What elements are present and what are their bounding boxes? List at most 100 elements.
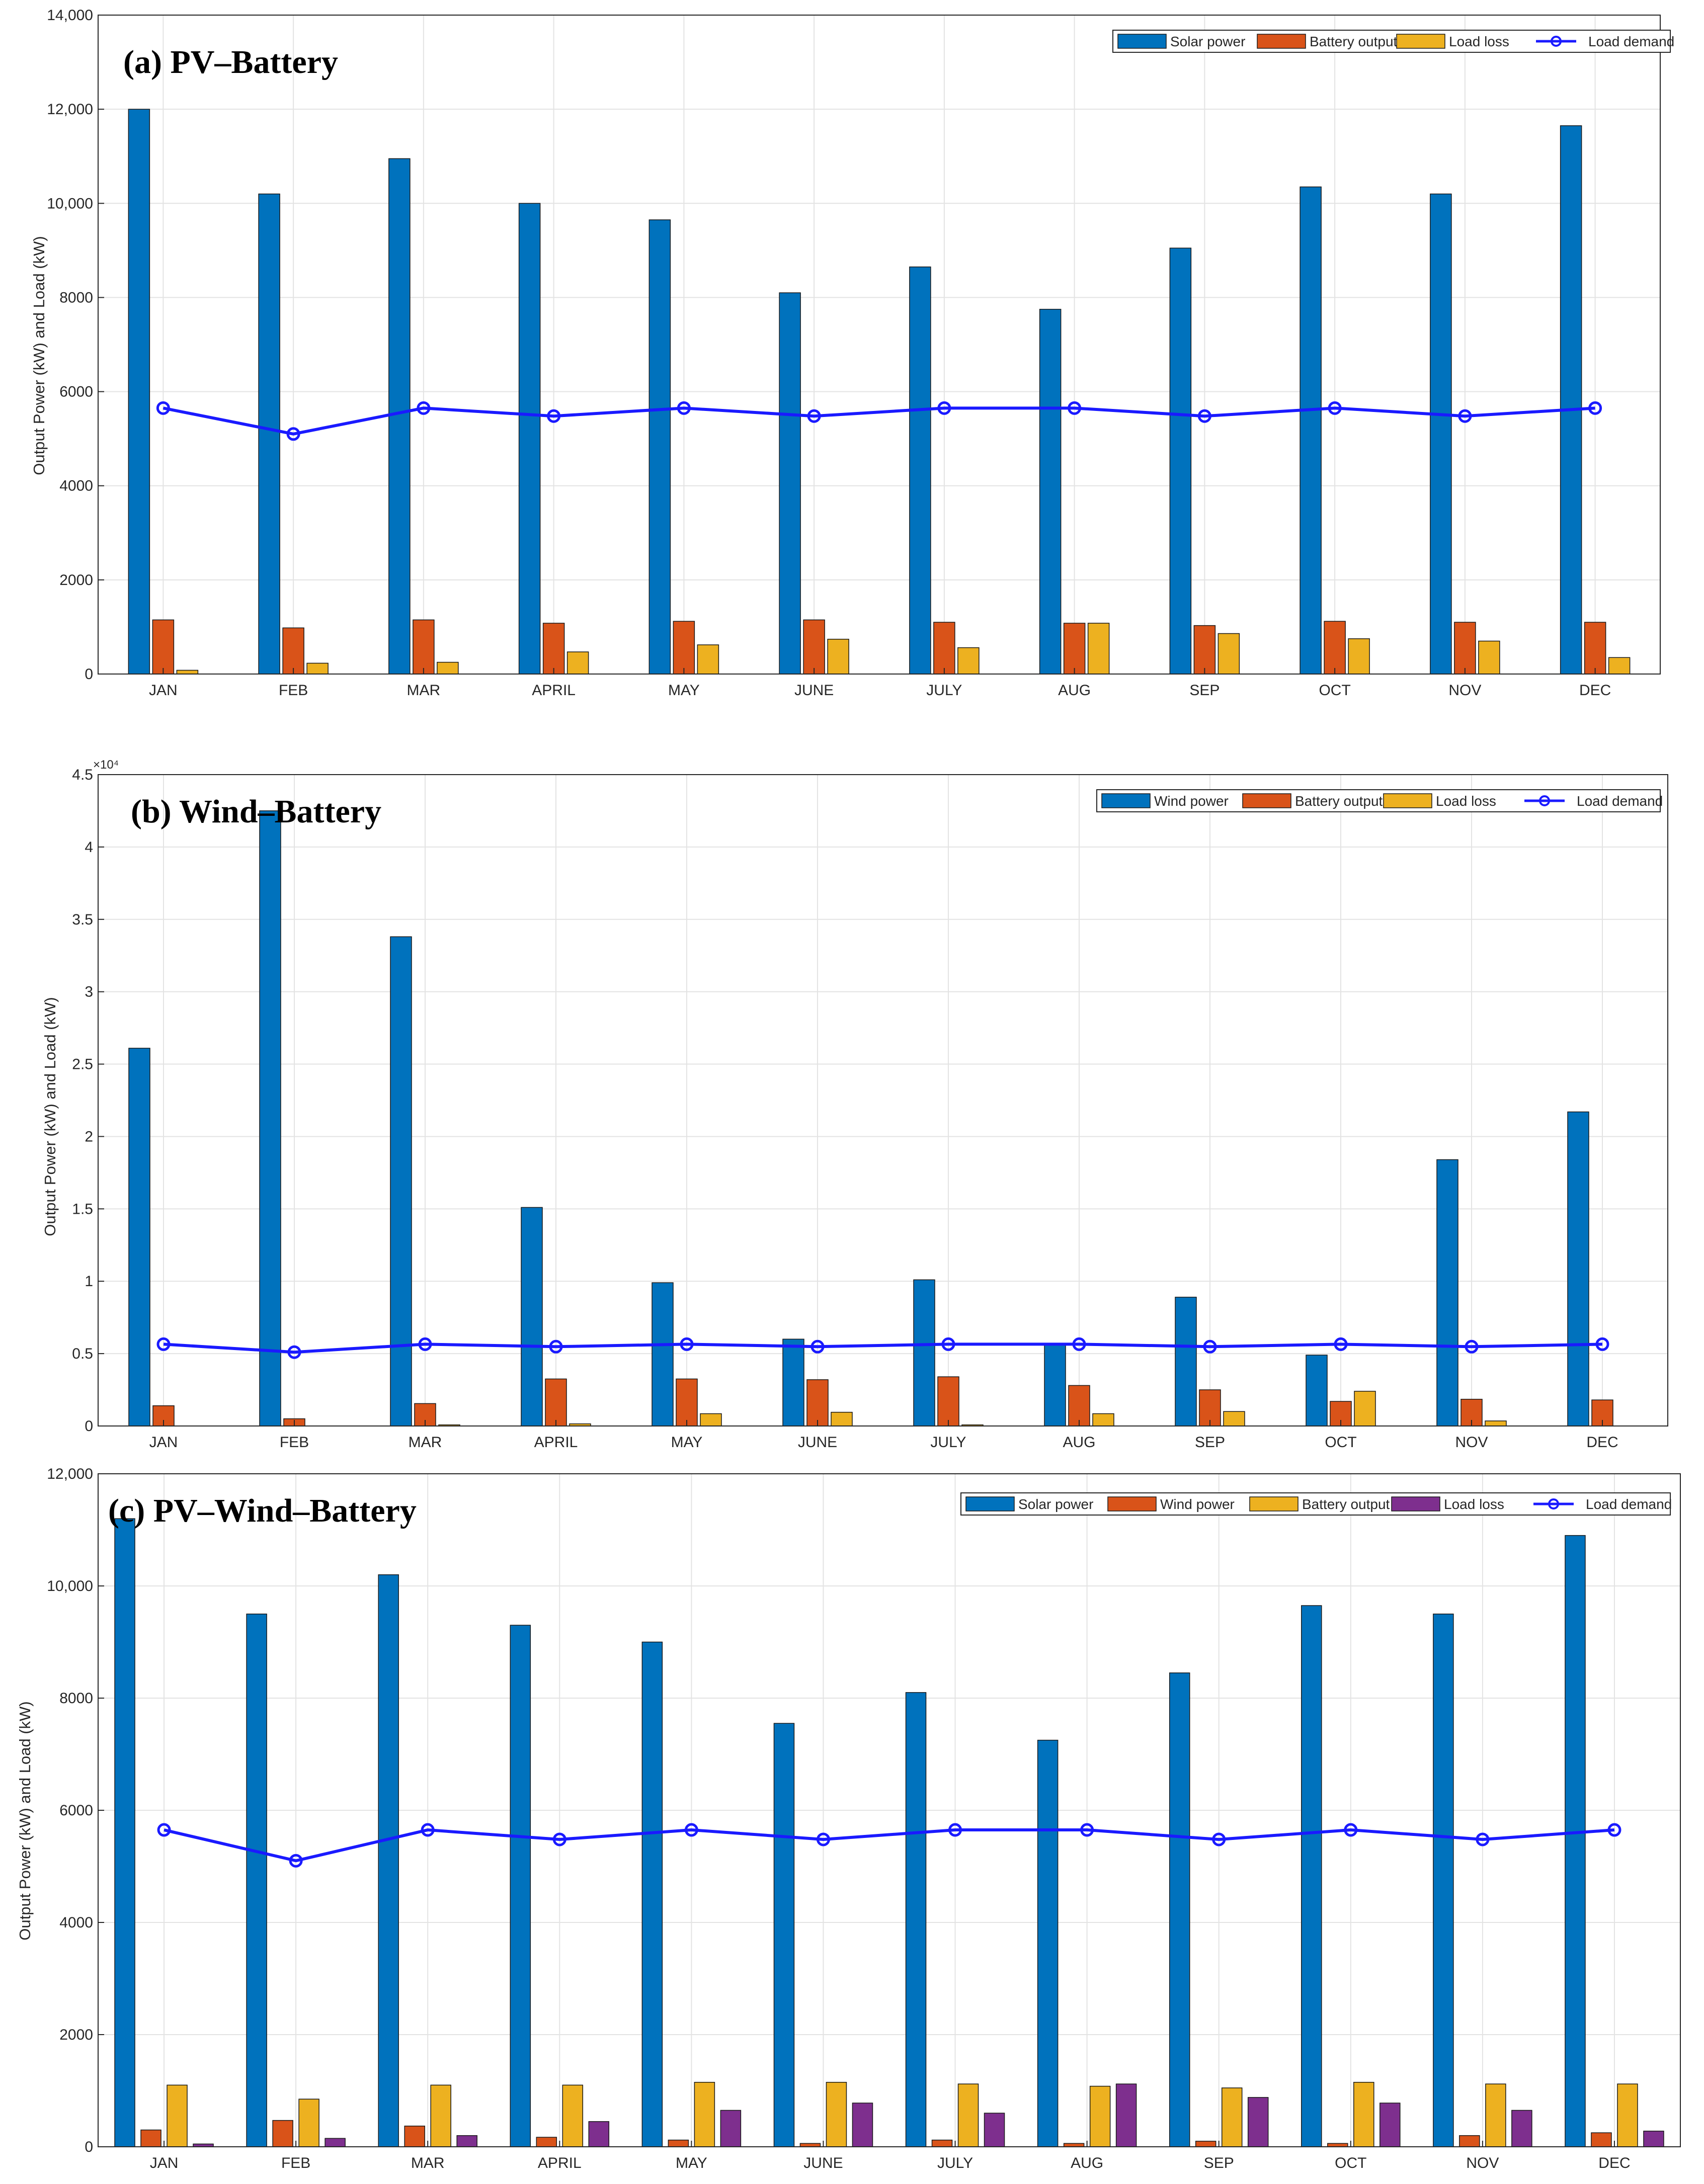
line-marker <box>816 1832 830 1846</box>
bar <box>1485 2083 1506 2147</box>
x-tick-label: JAN <box>149 682 178 699</box>
bar <box>676 1378 698 1426</box>
bar <box>1193 625 1216 675</box>
bar <box>518 203 541 675</box>
bar <box>1223 1411 1245 1426</box>
y-axis-label: Output Power (kW) and Load (kW) <box>41 997 59 1236</box>
legend-box <box>1112 30 1671 53</box>
y-tick-label: 0 <box>85 1418 93 1435</box>
line-marker <box>680 1337 694 1351</box>
bar <box>806 1379 829 1426</box>
bar <box>1353 2082 1374 2147</box>
bar <box>1643 2131 1664 2147</box>
bar <box>1433 1614 1454 2147</box>
x-tick-label: JULY <box>926 682 962 699</box>
bar <box>779 292 801 675</box>
bar <box>306 662 329 675</box>
x-tick-label: SEP <box>1204 2155 1234 2171</box>
y-tick-label: 4.5 <box>72 767 93 783</box>
y-axis-label: Output Power (kW) and Load (kW) <box>16 1701 34 1941</box>
line-marker <box>421 1823 435 1837</box>
bar <box>697 644 719 675</box>
legend-label: Load loss <box>1444 1496 1504 1512</box>
bar <box>1354 1391 1376 1426</box>
x-tick-label: JULY <box>937 2155 973 2171</box>
legend-swatch <box>1249 1496 1299 1511</box>
bar <box>1560 125 1582 675</box>
bar <box>258 193 280 675</box>
line-marker <box>1197 409 1211 423</box>
line-marker <box>1334 1337 1348 1351</box>
y-tick-label: 6000 <box>59 1802 93 1819</box>
line-marker <box>157 1823 171 1837</box>
y-tick-label: 12,000 <box>47 101 93 118</box>
y-tick-label: 6000 <box>59 384 93 400</box>
bar <box>773 1723 795 2147</box>
y-tick-label: 10,000 <box>47 1578 93 1594</box>
bar <box>1195 2141 1216 2147</box>
x-tick-label: AUG <box>1071 2155 1103 2171</box>
bar <box>1459 2135 1480 2147</box>
bar <box>437 661 459 675</box>
line-marker <box>807 409 821 423</box>
axes-background <box>98 775 1668 1426</box>
bar <box>831 1411 853 1426</box>
x-tick-label: MAY <box>668 682 700 699</box>
line-marker <box>1465 1339 1479 1354</box>
x-tick-label: MAY <box>676 2155 707 2171</box>
legend-swatch <box>1107 1496 1157 1511</box>
line-marker <box>156 1337 171 1351</box>
chart-pv-wind-battery: 0 2000 4000 6000 8000 10,000 12,000 JAN FEB MAR AP… <box>16 1466 1681 2171</box>
bar <box>1301 1605 1322 2147</box>
bar <box>905 1692 927 2147</box>
line-marker <box>1072 1337 1086 1351</box>
legend-swatch <box>1383 793 1432 808</box>
legend-label: Wind power <box>1154 793 1229 809</box>
line-marker <box>1607 1823 1621 1837</box>
chart-title: (c) PV–Wind–Battery <box>108 1492 417 1529</box>
bar <box>152 619 175 675</box>
chart-wind-battery: 0 0.5 1 1.5 2 2.5 3 3.5 4 4.5 JAN FEB MAR APRIL MAY JUN… <box>41 758 1668 1451</box>
bar <box>1300 186 1322 675</box>
bar <box>521 1207 543 1426</box>
x-tick-label: JAN <box>149 1434 178 1451</box>
y-tick-label: 10,000 <box>47 195 93 212</box>
x-tick-label: FEB <box>281 2155 310 2171</box>
line-marker <box>547 409 561 423</box>
bar <box>694 2082 715 2147</box>
x-tick-label: SEP <box>1189 682 1220 699</box>
x-tick-label: APRIL <box>534 1434 578 1451</box>
line-marker <box>684 1823 698 1837</box>
bar <box>1380 2103 1401 2147</box>
legend-swatch <box>1101 793 1151 808</box>
bar <box>176 669 199 675</box>
y-tick-label: 3 <box>85 984 93 1000</box>
bar <box>562 2084 584 2147</box>
y-axis-label: Output Power (kW) and Load (kW) <box>30 236 48 475</box>
bar <box>1037 1739 1059 2147</box>
x-tick-label: MAR <box>409 1434 442 1451</box>
plot-area: 0 2000 4000 6000 8000 10,000 12,000 JAN FEB MAR AP… <box>47 1466 1681 2171</box>
y-tick-label: 8000 <box>59 1690 93 1707</box>
legend-label: Load demand <box>1586 1496 1672 1512</box>
legend-box <box>960 1492 1671 1516</box>
x-tick-label: FEB <box>280 1434 309 1451</box>
bar <box>957 2083 979 2147</box>
bar <box>720 2110 742 2147</box>
bar <box>1247 2097 1269 2147</box>
x-tick-label: FEB <box>279 682 308 699</box>
line-marker <box>1595 1337 1609 1351</box>
bar <box>648 219 671 675</box>
y-tick-label: 12,000 <box>47 1466 93 1482</box>
bar <box>246 1614 267 2147</box>
line-marker <box>941 1337 955 1351</box>
bar <box>1068 1385 1090 1426</box>
x-tick-label: OCT <box>1325 1434 1356 1451</box>
line-marker <box>418 1337 432 1351</box>
x-tick-label: AUG <box>1058 682 1091 699</box>
x-tick-label: JUNE <box>803 2155 843 2171</box>
y-tick-label: 8000 <box>59 289 93 306</box>
bar <box>282 627 304 675</box>
line-marker <box>289 1854 303 1868</box>
bar <box>1591 2132 1612 2147</box>
